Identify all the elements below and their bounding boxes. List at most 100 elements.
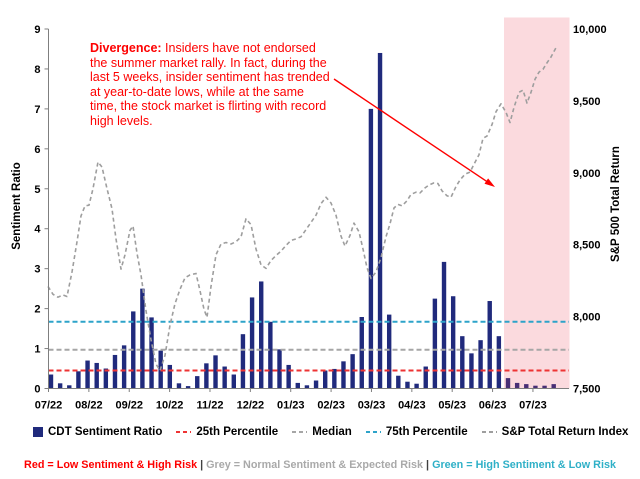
sentiment-bar [231,374,236,389]
legend-item-75th-percentile: 75th Percentile [365,426,468,438]
sentiment-bar [551,384,556,389]
x-tick-label: 12/22 [237,400,265,412]
legend-label: 75th Percentile [385,426,468,438]
annotation-arrowhead [484,178,495,187]
sentiment-bar [377,52,383,389]
footer-separator: | [423,459,433,471]
sentiment-bar [432,298,438,389]
sentiment-bar [524,384,529,389]
annotation-arrow-line [333,78,490,184]
sentiment-bar [514,382,520,389]
footer-red-key: Red = Low Sentiment & High Risk [24,459,198,471]
left-axis-title: Sentiment Ratio [11,162,23,250]
sentiment-bar [469,353,474,389]
y-left-tick-label: 7 [34,104,40,116]
divergence-annotation: Divergence: Insiders have not endorsed t… [90,41,333,129]
dash-swatch-icon [176,430,192,434]
dash-swatch-icon [481,430,497,434]
x-tick-label: 11/22 [197,400,224,412]
sentiment-bar [441,261,447,389]
sentiment-bar [176,383,182,389]
legend-label: Median [312,426,352,438]
y-left-tick-label: 3 [34,264,40,276]
sentiment-bar [185,386,191,389]
sentiment-bar [304,385,310,389]
x-tick-label: 08/22 [75,400,103,412]
sentiment-bar [496,336,502,389]
legend-label: S&P Total Return Index [501,426,629,438]
sentiment-bar [222,366,227,389]
legend: CDT Sentiment Ratio 25th Percentile Medi… [33,426,633,438]
sentiment-bar [414,383,419,389]
x-tick-label: 07/22 [35,400,63,412]
sentiment-bar [405,381,410,389]
risk-key-footer: Red = Low Sentiment & High Risk | Grey =… [0,459,640,471]
sentiment-bar [112,354,118,389]
sentiment-bar [460,336,465,389]
sentiment-bar [478,340,483,389]
sentiment-bar [505,378,511,389]
footer-grey-key: Grey = Normal Sentiment & Expected Risk [206,459,424,471]
annotation-text: Insiders have not endorsed the summer ma… [90,41,330,128]
legend-item-median: Median [292,426,352,438]
sentiment-bar [341,361,346,389]
y-left-tick-label: 8 [34,64,40,76]
sentiment-bar [332,368,337,389]
sentiment-bar [140,288,145,389]
sentiment-bar [277,349,282,389]
sentiment-bar [295,382,300,389]
spx-line [47,47,557,372]
annotation-label: Divergence: [90,41,162,55]
sentiment-bar [195,376,200,389]
highlight-region [504,17,570,389]
y-right-tick-label: 8,500 [573,240,601,252]
sentiment-bar [213,355,218,389]
sentiment-bar [149,317,154,389]
sentiment-bar [57,383,63,389]
x-tick-label: 02/23 [317,400,345,412]
y-right-tick-label: 9,000 [573,168,601,180]
sentiment-bar [121,345,127,389]
dash-swatch-icon [365,430,381,434]
x-tick-label: 09/22 [115,400,143,412]
legend-item-cdt-sentiment-ratio: CDT Sentiment Ratio [33,426,162,438]
y-left-tick-label: 1 [34,344,40,356]
sentiment-bar [240,334,246,389]
sentiment-bar [423,366,428,389]
y-left-tick-label: 4 [34,224,41,236]
y-right-tick-label: 8,000 [573,312,601,324]
x-tick-label: 03/23 [358,400,386,412]
sentiment-bar [204,363,209,389]
y-right-tick-label: 7,500 [573,384,601,396]
x-tick-label: 07/23 [519,400,547,412]
sentiment-bar [85,360,90,389]
sentiment-bar [542,385,547,389]
y-left-tick-label: 0 [34,384,40,396]
sentiment-bar [450,296,456,389]
sentiment-bar [313,380,319,389]
sentiment-bar [323,370,328,389]
sentiment-bar [259,281,264,389]
y-left-tick-label: 9 [34,24,40,36]
legend-label: CDT Sentiment Ratio [48,426,163,438]
sentiment-bar [94,362,99,389]
footer-green-key: Green = High Sentiment & Low Risk [432,459,616,471]
sentiment-bar [268,321,273,389]
sentiment-bar [386,314,392,389]
legend-item-sp-total-return-index: S&P Total Return Index [481,426,629,438]
right-axis-title: S&P 500 Total Return [610,146,622,262]
x-tick-label: 06/23 [479,400,507,412]
sentiment-bar [103,368,109,389]
dash-swatch-icon [292,430,308,434]
y-left-tick-label: 2 [34,304,40,316]
y-right-tick-label: 9,500 [573,96,601,108]
legend-item-25th-percentile: 25th Percentile [176,426,278,438]
sentiment-bar [533,385,538,389]
sentiment-bar [76,371,81,389]
sentiment-bar [48,374,54,389]
bar-swatch-icon [33,427,43,437]
x-tick-label: 05/23 [438,400,466,412]
x-tick-label: 01/23 [277,400,305,412]
